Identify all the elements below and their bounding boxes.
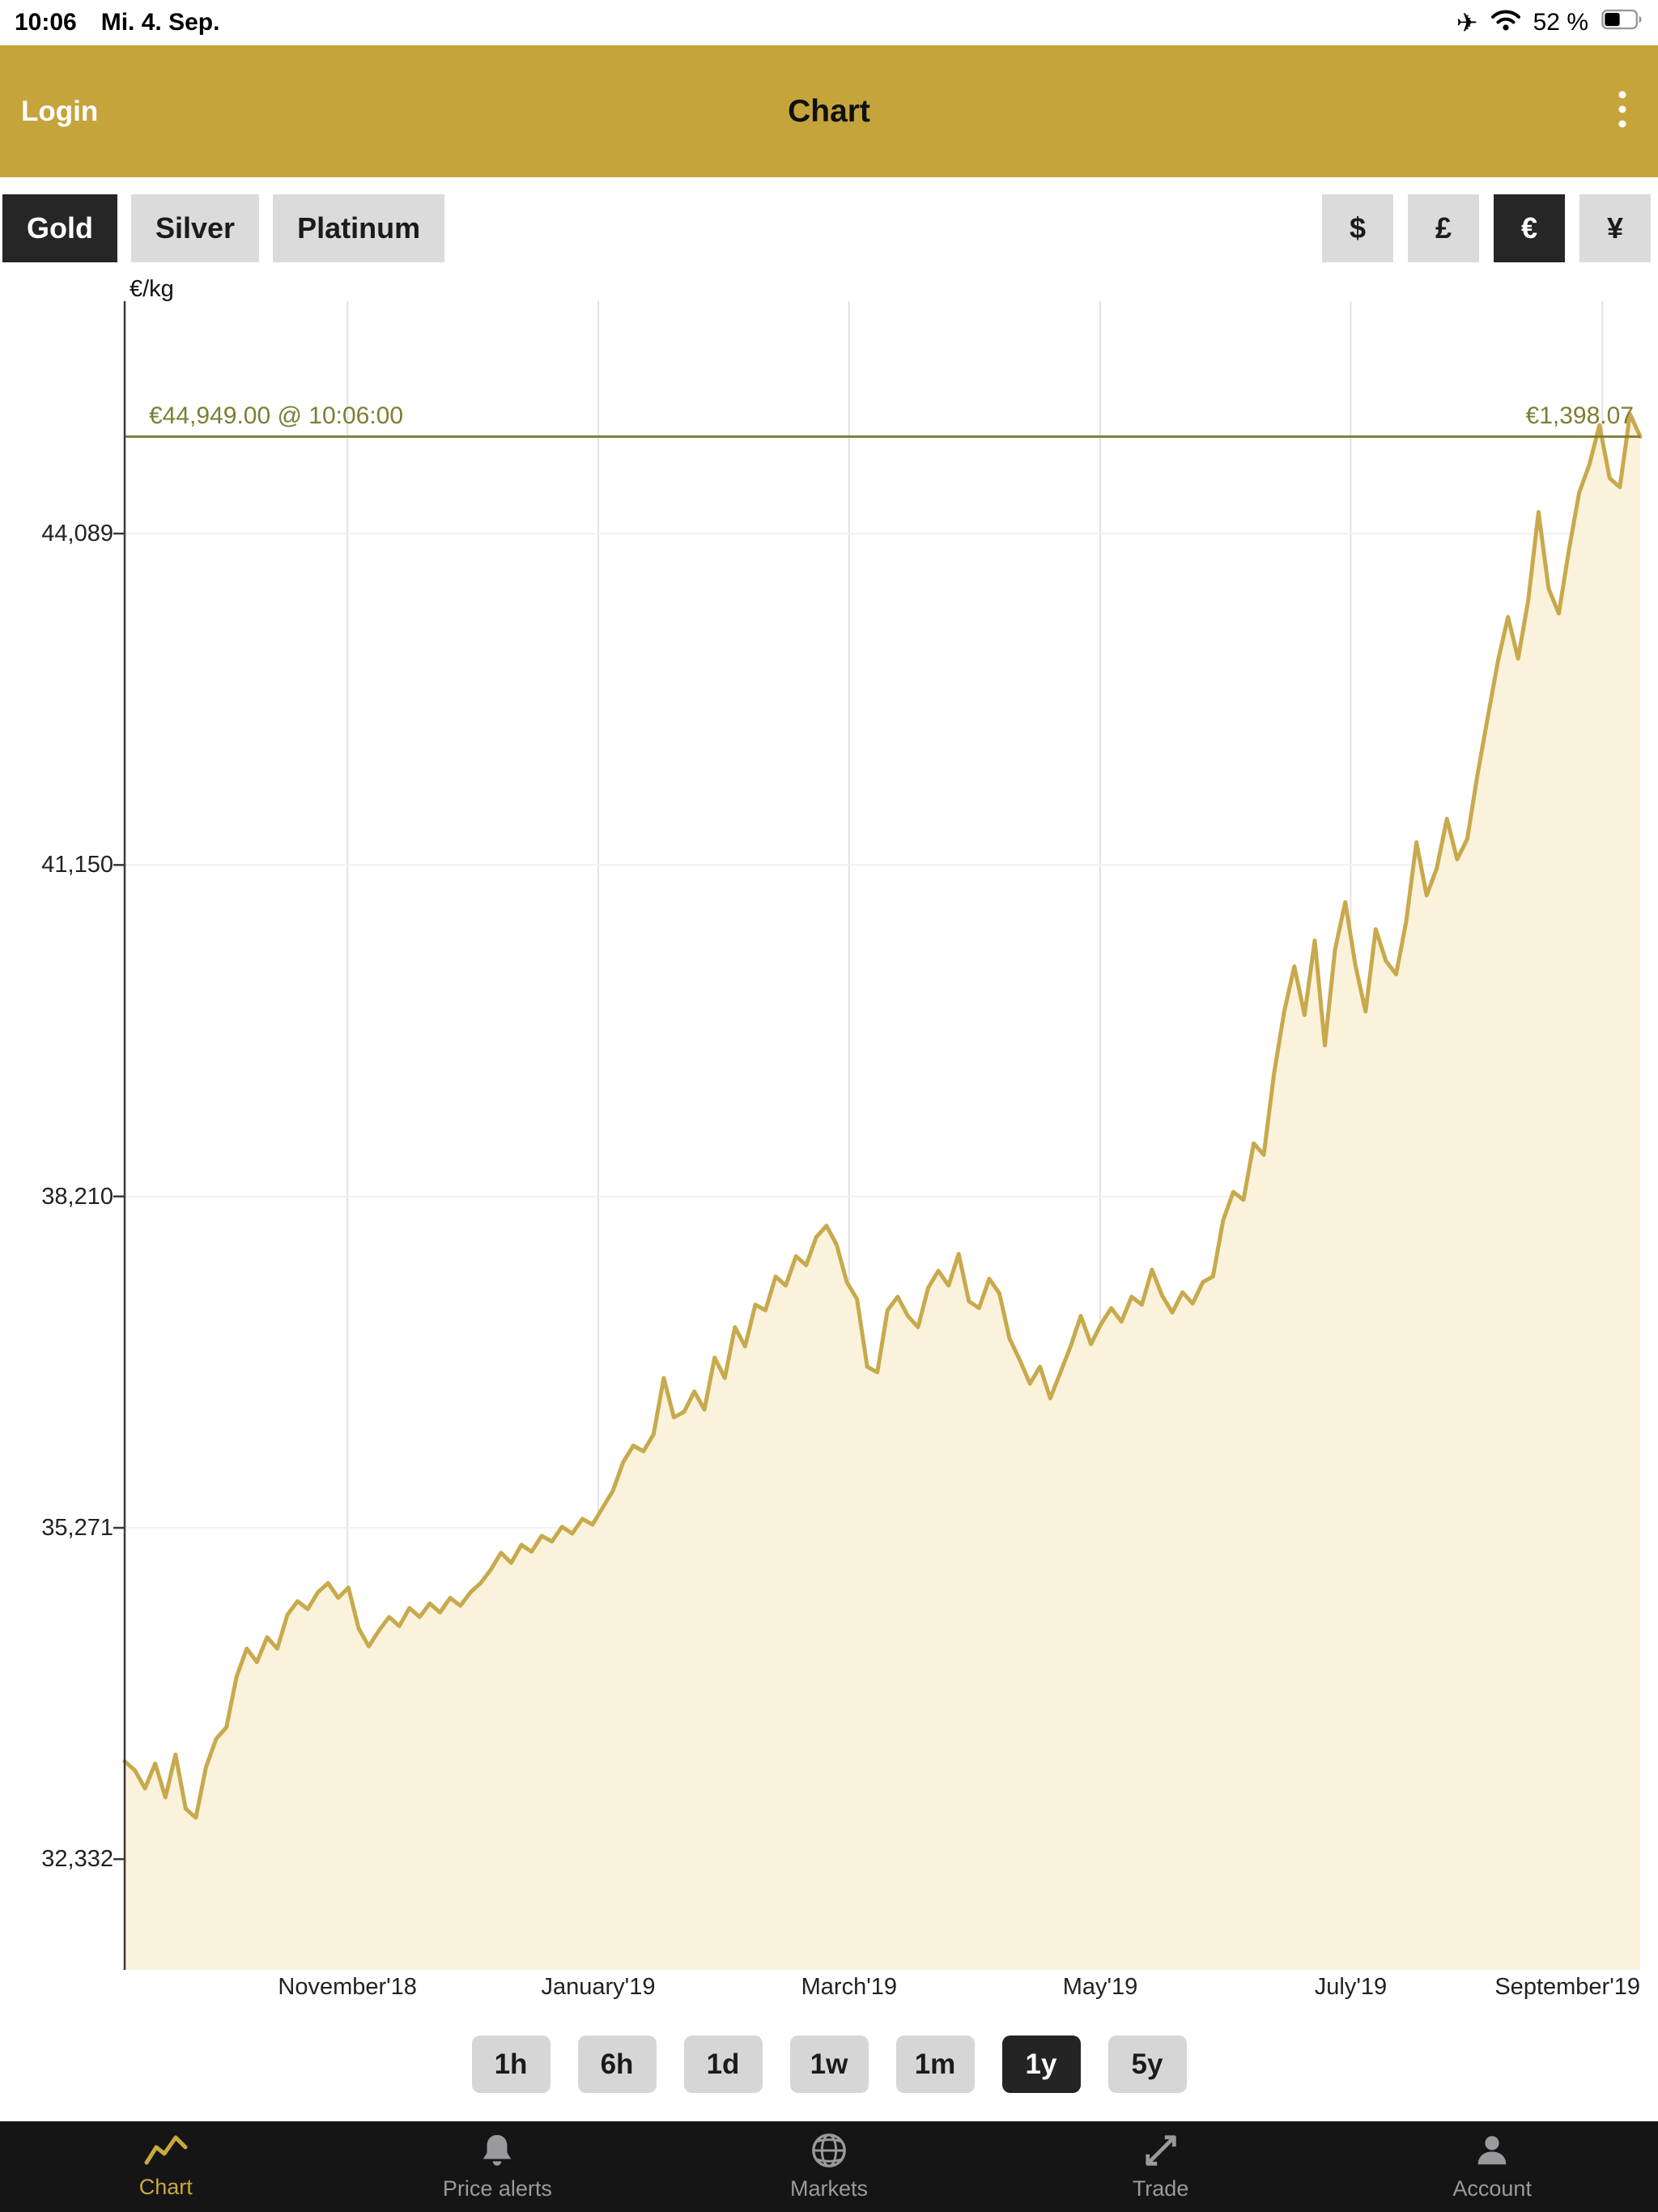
tab-markets[interactable]: Markets — [663, 2121, 995, 2212]
wifi-icon — [1490, 8, 1520, 37]
tab-label: Price alerts — [442, 2176, 552, 2201]
range-button-5y[interactable]: 5y — [1107, 2035, 1187, 2093]
clock-text: 10:06 — [15, 9, 77, 36]
currency-group: $ £ € ¥ — [1322, 194, 1651, 262]
date-text: Mi. 4. Sep. — [100, 9, 220, 36]
overflow-menu-button[interactable] — [1605, 87, 1640, 136]
metal-tab-gold[interactable]: Gold — [2, 194, 117, 262]
tab-trade[interactable]: Trade — [995, 2121, 1327, 2212]
airplane-icon: ✈ — [1456, 8, 1478, 37]
login-button[interactable]: Login — [21, 95, 99, 127]
navigation-bar: Login Chart — [0, 45, 1658, 177]
status-left: 10:06 Mi. 4. Sep. — [15, 9, 219, 36]
tab-price-alerts[interactable]: Price alerts — [332, 2121, 664, 2212]
currency-tab-eur[interactable]: € — [1494, 194, 1565, 262]
globe-icon — [810, 2132, 848, 2169]
currency-tab-gbp[interactable]: £ — [1408, 194, 1479, 262]
trade-icon — [1142, 2132, 1180, 2169]
tab-label: Account — [1452, 2176, 1532, 2201]
tab-bar: Chart Price alerts Markets — [0, 2121, 1658, 2212]
battery-percent: 52 % — [1533, 9, 1588, 36]
currency-tab-usd[interactable]: $ — [1322, 194, 1393, 262]
range-button-1w[interactable]: 1w — [789, 2035, 869, 2093]
status-right: ✈ 52 % — [1456, 8, 1643, 37]
account-icon — [1473, 2132, 1511, 2169]
range-button-1h[interactable]: 1h — [471, 2035, 551, 2093]
tab-label: Chart — [138, 2175, 193, 2199]
tab-chart[interactable]: Chart — [0, 2121, 332, 2212]
page-title: Chart — [788, 93, 870, 129]
vertical-ellipsis-icon — [1617, 88, 1628, 134]
tab-label: Markets — [789, 2176, 868, 2201]
selector-row: Gold Silver Platinum $ £ € ¥ — [0, 194, 1658, 262]
range-selector: 1h 6h 1d 1w 1m 1y 5y — [0, 2035, 1658, 2093]
range-button-1d[interactable]: 1d — [683, 2035, 763, 2093]
price-chart[interactable] — [0, 275, 1658, 2024]
range-button-6h[interactable]: 6h — [577, 2035, 657, 2093]
range-button-1y[interactable]: 1y — [1001, 2035, 1081, 2093]
status-bar: 10:06 Mi. 4. Sep. ✈ 52 % — [0, 0, 1658, 45]
tab-label: Trade — [1132, 2176, 1189, 2201]
metal-tab-platinum[interactable]: Platinum — [273, 194, 445, 262]
battery-icon — [1601, 9, 1643, 36]
range-button-1m[interactable]: 1m — [895, 2035, 975, 2093]
chart-icon — [144, 2133, 188, 2167]
tab-account[interactable]: Account — [1326, 2121, 1658, 2212]
currency-tab-jpy[interactable]: ¥ — [1579, 194, 1651, 262]
metal-tab-silver[interactable]: Silver — [130, 194, 260, 262]
bell-icon — [478, 2132, 516, 2169]
